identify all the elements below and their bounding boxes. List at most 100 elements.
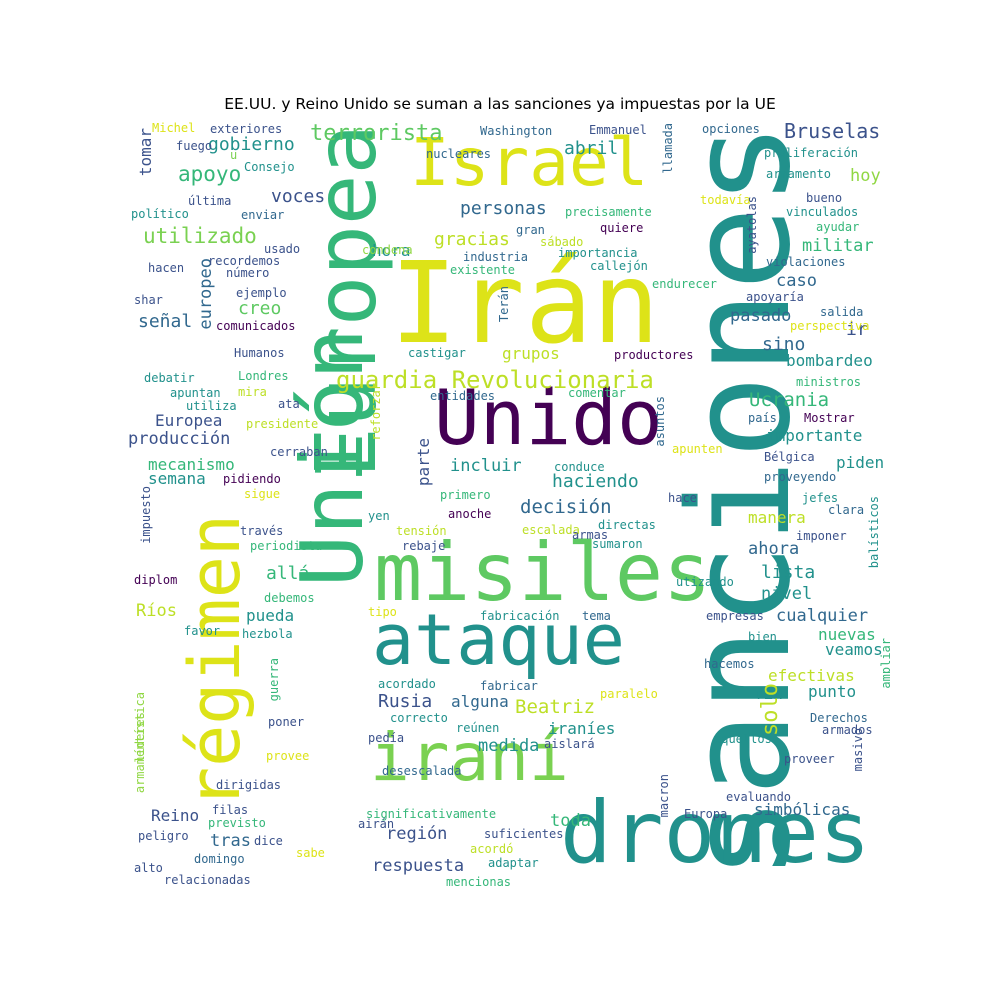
cloud-word: reforzar [369,383,383,441]
cloud-word: Ucrania [749,389,830,411]
cloud-word: callejón [590,259,648,273]
cloud-word: Europea [155,411,223,430]
cloud-word: Mostrar [804,411,855,425]
cloud-word: endurecer [652,277,718,291]
cloud-word: sábado [540,235,584,249]
cloud-word: parte [414,438,433,487]
cloud-word: apunten [672,442,723,456]
cloud-word: tras [210,831,251,851]
cloud-word: tema [582,609,611,623]
cloud-word: significativamente [366,807,497,821]
cloud-word: región [386,824,448,844]
cloud-word: apoyo [178,162,242,186]
cloud-word: europeo [196,258,216,330]
cloud-word: previsto [208,816,266,830]
cloud-word: fin [754,684,783,703]
cloud-word: jefes [802,491,839,505]
cloud-word: incluir [450,456,522,476]
cloud-word: directas [598,518,656,532]
cloud-word: comentar [568,386,626,400]
cloud-word: enviar [241,208,285,222]
cloud-word: iraníes [548,719,616,738]
cloud-word: proveer [784,752,835,766]
cloud-word: proliferación [764,146,858,160]
cloud-word: político [131,207,189,221]
cloud-word: Israel [410,124,649,201]
cloud-word: ampliar [879,638,890,689]
cloud-word: creo [238,298,282,319]
cloud-word: número [226,266,270,280]
cloud-word: fabricar [480,679,538,693]
cloud-word: veamos [825,640,883,659]
cloud-word: Bélgica [764,450,815,464]
cloud-word: Reino [151,806,200,825]
cloud-word: importancia [558,246,638,260]
cloud-word: caso [776,271,817,291]
cloud-word: castigar [408,346,466,360]
cloud-word: Irán [390,239,660,369]
cloud-word: Consejo [244,160,295,174]
cloud-word: Ríos [136,601,177,621]
cloud-word: solo [758,683,783,736]
cloud-word: pueda [246,606,295,625]
cloud-word: gracias [434,229,510,250]
cloud-word: entidades [430,389,496,403]
cloud-word: voces [271,186,326,207]
cloud-word: utizando [676,575,734,589]
cloud-word: hezbola [242,627,293,641]
cloud-word: abril [564,138,619,159]
cloud-word: favor [184,624,221,638]
cloud-word: industria [463,250,529,264]
cloud-word: señal [138,311,193,332]
cloud-word: evaluando [726,790,792,804]
cloud-word: decisión [520,496,612,518]
cloud-word: ministros [796,375,862,389]
cloud-word: domingo [194,852,245,866]
cloud-word: efectivas [768,666,855,685]
cloud-word: iraní [370,719,569,796]
cloud-word: utilizado [143,224,257,248]
cloud-word: conduce [554,460,605,474]
cloud-word: manera [748,508,806,527]
cloud-word: presidente [246,417,319,431]
cloud-word: precisamente [565,205,652,219]
cloud-word: bombardeo [786,351,873,370]
cloud-word: acordado [378,677,436,691]
cloud-word: aquellos [714,732,772,746]
cloud-word: fuego [176,139,213,153]
cloud-word: pedía [368,731,405,745]
cloud-word: Beatriz [515,696,596,718]
cloud-word: vinculados [786,205,859,219]
cloud-word: proveyendo [764,470,837,484]
cloud-word: simbólicas [754,800,851,819]
cloud-word: alto [134,861,163,875]
cloud-word: guerra [267,658,281,702]
cloud-word: punto [808,682,857,701]
cloud-word: drones [560,783,871,883]
cloud-word: cerraban [270,445,328,459]
cloud-word: hace [668,491,697,505]
cloud-word: Terán [497,286,511,323]
cloud-word: importante [766,426,863,445]
cloud-word: debemos [264,591,315,605]
cloud-word: cualquier [776,606,869,626]
cloud-word: yen [368,509,390,523]
cloud-word: aislará [544,737,595,751]
cloud-word: hora [372,241,411,260]
cloud-word: gobierno [208,134,295,155]
cloud-word: paralelo [600,687,658,701]
cloud-word: usado [264,242,301,256]
cloud-word: adaptar [488,856,539,870]
cloud-word: líderes [133,712,147,763]
cloud-word: Emmanuel [589,123,647,137]
cloud-word: bien [748,630,777,644]
cloud-word: armas [572,528,609,542]
cloud-word: periodista [250,539,323,553]
cloud-word: nucleares [426,147,492,161]
cloud-word: dirigidas [216,778,282,792]
cloud-word: suficientes [484,827,564,841]
cloud-word: pidiendo [223,472,281,486]
cloud-word: sabe [296,846,325,860]
cloud-word: ata [278,397,300,411]
cloud-word: armamento [766,167,832,181]
